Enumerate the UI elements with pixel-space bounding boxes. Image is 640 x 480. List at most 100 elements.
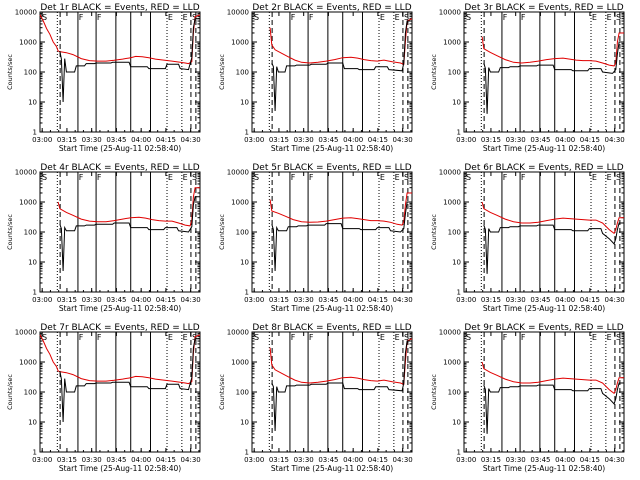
- y-tick-label: 1: [457, 129, 461, 137]
- corner-label: S: [466, 333, 471, 342]
- interval-label: F: [291, 173, 296, 182]
- interval-label: F: [521, 333, 526, 342]
- y-tick-label: 100: [24, 229, 37, 237]
- interval-label: E: [395, 173, 400, 182]
- chart-panel: Det 2r BLACK = Events, RED = LLD 03:00 03:…: [218, 3, 413, 153]
- x-tick-label: 04:30: [393, 136, 413, 144]
- interval-label: F: [97, 173, 102, 182]
- y-tick-label: 1: [33, 449, 37, 457]
- y-tick-label: 1: [245, 449, 249, 457]
- corner-label: S: [42, 173, 47, 182]
- y-tick-label: 10000: [15, 329, 37, 337]
- x-tick-label: 03:00: [244, 136, 264, 144]
- chart-panel: Det 1r BLACK = Events, RED = LLD 03:00 03:…: [6, 3, 201, 153]
- corner-label: S: [42, 13, 47, 22]
- events-series-line: [483, 382, 624, 434]
- x-tick-label: 03:00: [32, 456, 52, 464]
- interval-label: E: [592, 13, 597, 22]
- interval-label: F: [521, 13, 526, 22]
- interval-label: E: [168, 13, 173, 22]
- plot-frame: [463, 331, 625, 453]
- y-tick-label: 10: [240, 419, 249, 427]
- corner-label: S: [192, 173, 197, 182]
- interval-label: E: [592, 173, 597, 182]
- y-tick-label: 10000: [439, 9, 461, 17]
- y-tick-label: 100: [448, 389, 461, 397]
- x-axis-label: Start Time (25-Aug-11 02:58:40): [271, 144, 393, 153]
- interval-label: F: [79, 173, 84, 182]
- chart-title: Det 7r BLACK = Events, RED = LLD: [40, 323, 199, 333]
- chart-panel: Det 9r BLACK = Events, RED = LLD 03:00 03:…: [430, 323, 625, 473]
- x-tick-label: 04:00: [131, 296, 151, 304]
- interval-label: E: [607, 13, 612, 22]
- corner-label: S: [616, 333, 621, 342]
- x-tick-label: 04:00: [343, 136, 363, 144]
- chart-panel: Det 5r BLACK = Events, RED = LLD 03:00 03:…: [218, 163, 413, 313]
- y-tick-label: 10000: [15, 169, 37, 177]
- x-tick-label: 03:00: [456, 136, 476, 144]
- interval-label: F: [503, 173, 508, 182]
- corner-label: S: [404, 333, 409, 342]
- events-series-line: [59, 18, 200, 103]
- x-tick-label: 04:30: [605, 296, 625, 304]
- interval-label: F: [97, 333, 102, 342]
- corner-label: S: [466, 13, 471, 22]
- corner-label: S: [404, 13, 409, 22]
- x-tick-label: 03:30: [506, 296, 526, 304]
- corner-label: S: [404, 173, 409, 182]
- y-tick-label: 100: [236, 389, 249, 397]
- x-tick-label: 04:15: [368, 456, 388, 464]
- corner-label: S: [616, 173, 621, 182]
- x-tick-label: 03:45: [318, 296, 338, 304]
- y-tick-label: 1000: [231, 199, 249, 207]
- y-tick-label: 100: [448, 69, 461, 77]
- chart-title: Det 8r BLACK = Events, RED = LLD: [252, 323, 411, 333]
- chart-title: Det 5r BLACK = Events, RED = LLD: [252, 163, 411, 173]
- x-tick-label: 03:00: [456, 296, 476, 304]
- x-tick-label: 03:30: [82, 456, 102, 464]
- events-series-line: [483, 41, 624, 114]
- y-axis-label: Counts/sec: [6, 54, 14, 90]
- x-axis-label: Start Time (25-Aug-11 02:58:40): [271, 304, 393, 313]
- lld-series-line: [269, 18, 413, 66]
- lld-series-line: [39, 334, 201, 385]
- interval-label: F: [97, 13, 102, 22]
- interval-label: E: [395, 13, 400, 22]
- x-axis-label: Start Time (25-Aug-11 02:58:40): [483, 464, 605, 473]
- x-tick-label: 04:00: [555, 456, 575, 464]
- x-tick-label: 03:45: [106, 136, 126, 144]
- y-tick-label: 10000: [227, 329, 249, 337]
- y-tick-label: 10000: [227, 9, 249, 17]
- interval-label: E: [183, 173, 188, 182]
- x-tick-label: 04:00: [343, 296, 363, 304]
- interval-label: E: [395, 333, 400, 342]
- events-series-line: [59, 338, 200, 423]
- interval-label: E: [183, 333, 188, 342]
- x-tick-label: 03:00: [32, 296, 52, 304]
- x-axis-label: Start Time (25-Aug-11 02:58:40): [271, 464, 393, 473]
- x-tick-label: 03:45: [530, 136, 550, 144]
- x-axis-label: Start Time (25-Aug-11 02:58:40): [483, 304, 605, 313]
- events-series-line: [271, 340, 412, 432]
- lld-series-line: [481, 32, 624, 67]
- y-tick-label: 10000: [439, 329, 461, 337]
- lld-series-line: [39, 14, 201, 65]
- interval-label: F: [79, 13, 84, 22]
- y-tick-label: 10: [28, 259, 37, 267]
- interval-label: F: [309, 13, 314, 22]
- plot-frame: [251, 331, 413, 453]
- interval-label: E: [380, 333, 385, 342]
- y-tick-label: 100: [448, 229, 461, 237]
- x-tick-label: 03:00: [32, 136, 52, 144]
- x-tick-label: 03:15: [57, 296, 77, 304]
- y-tick-label: 1: [457, 289, 461, 297]
- x-tick-label: 03:15: [57, 456, 77, 464]
- x-tick-label: 04:15: [156, 456, 176, 464]
- x-axis-label: Start Time (25-Aug-11 02:58:40): [483, 144, 605, 153]
- chart-title: Det 4r BLACK = Events, RED = LLD: [40, 163, 199, 173]
- corner-label: S: [254, 13, 259, 22]
- corner-label: S: [466, 173, 471, 182]
- y-tick-label: 1000: [443, 199, 461, 207]
- x-axis-label: Start Time (25-Aug-11 02:58:40): [59, 144, 181, 153]
